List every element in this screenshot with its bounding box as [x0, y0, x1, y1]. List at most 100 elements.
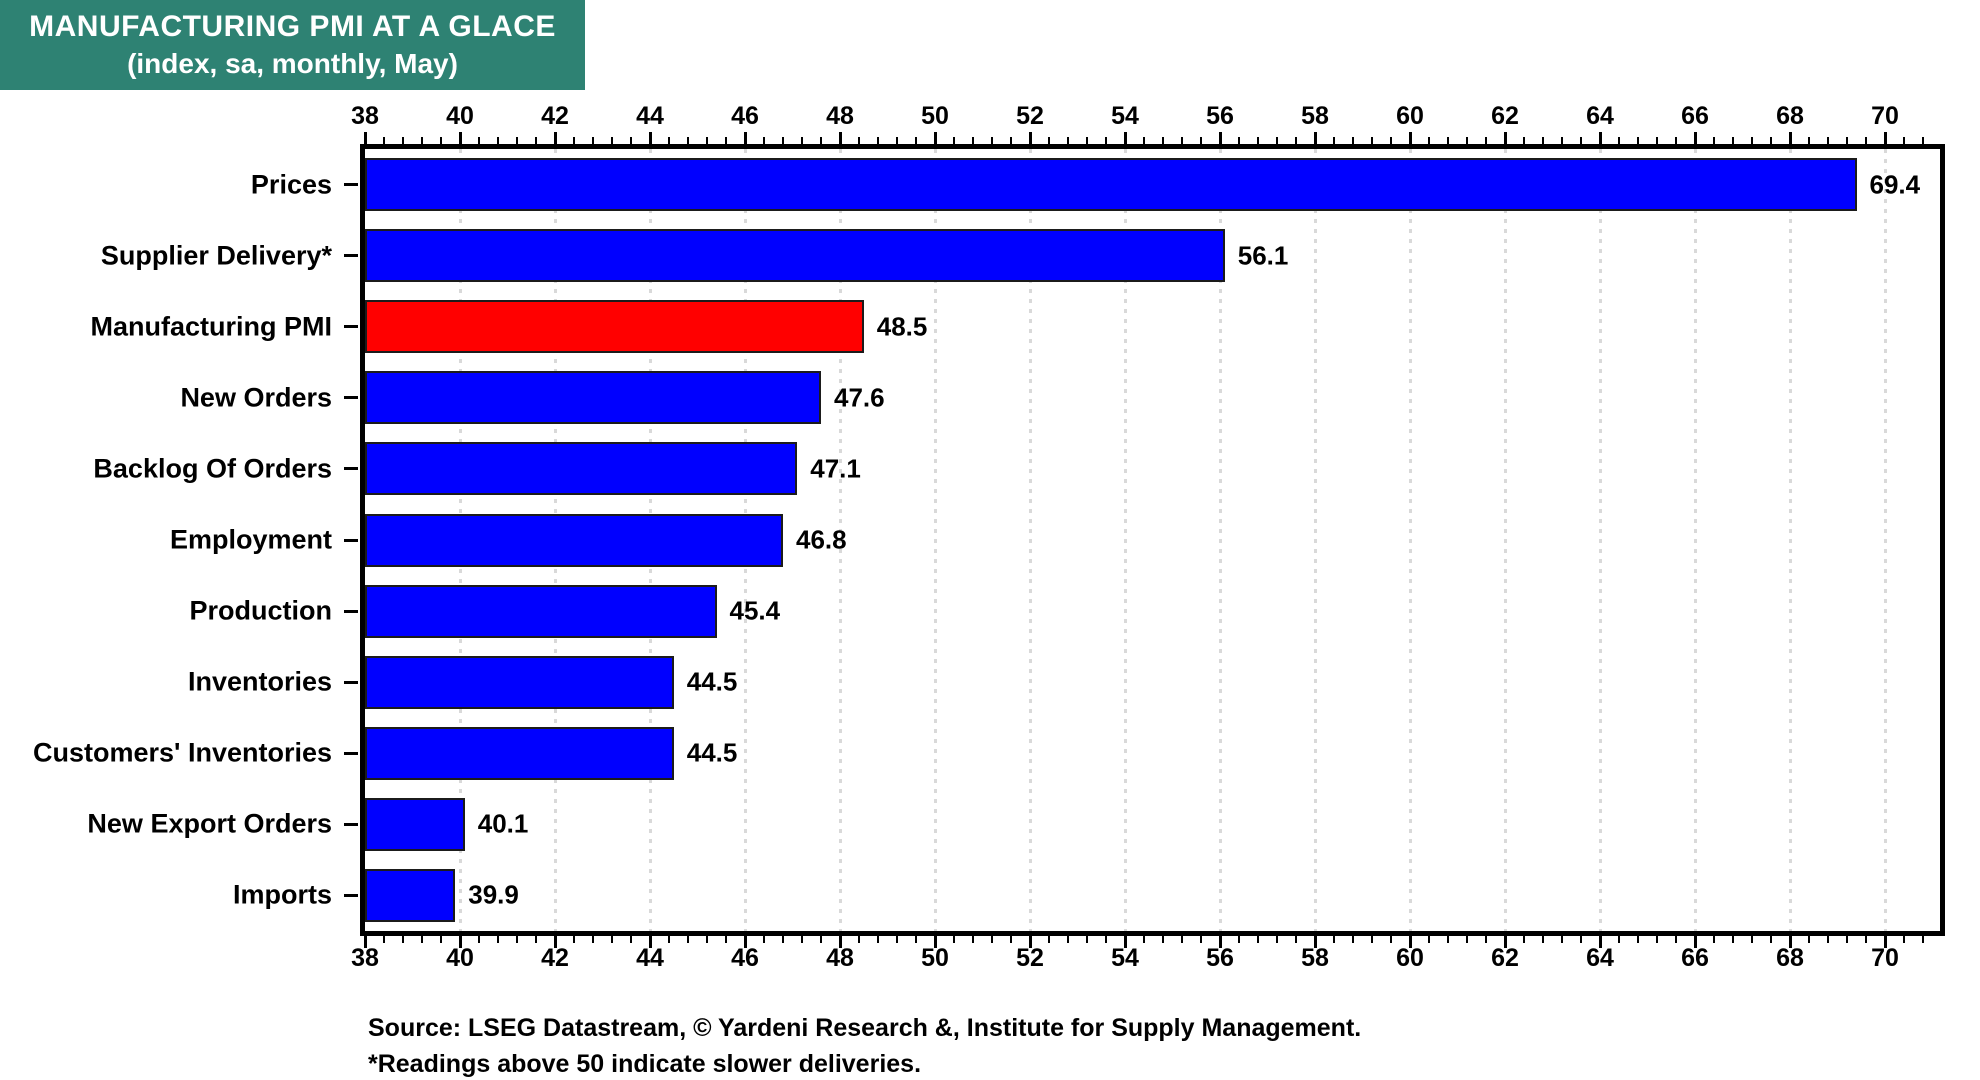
bar-value-label: 40.1	[477, 808, 529, 839]
x-tick-label-top: 46	[731, 102, 759, 130]
x-tick-minor-top	[1390, 137, 1392, 144]
x-tick-minor-bottom	[782, 936, 784, 943]
x-tick-minor-top	[687, 137, 689, 144]
x-tick-minor-top	[763, 137, 765, 144]
category-label: Customers' Inventories	[32, 737, 332, 768]
x-tick-minor-bottom	[1067, 936, 1069, 943]
x-tick-minor-bottom	[402, 936, 404, 943]
category-label: Employment	[169, 524, 332, 555]
x-tick-minor-top	[1618, 137, 1620, 144]
category-label: Manufacturing PMI	[90, 311, 333, 342]
x-tick-major-top	[1408, 132, 1412, 144]
x-tick-major-bottom	[553, 936, 557, 948]
x-tick-label-top: 70	[1871, 102, 1899, 130]
x-tick-label-top: 54	[1111, 102, 1139, 130]
x-tick-minor-bottom	[877, 936, 879, 943]
x-grid-line	[1788, 149, 1792, 931]
x-tick-minor-top	[1846, 137, 1848, 144]
x-tick-minor-bottom	[573, 936, 575, 943]
x-tick-minor-top	[801, 137, 803, 144]
x-tick-major-bottom	[458, 936, 462, 948]
x-tick-minor-bottom	[896, 936, 898, 943]
x-tick-label-bottom: 50	[921, 944, 949, 972]
x-tick-minor-bottom	[592, 936, 594, 943]
x-tick-label-bottom: 64	[1586, 944, 1614, 972]
x-tick-label-bottom: 62	[1491, 944, 1519, 972]
bar	[365, 300, 864, 354]
x-tick-minor-bottom	[801, 936, 803, 943]
x-tick-minor-bottom	[516, 936, 518, 943]
x-tick-label-top: 52	[1016, 102, 1044, 130]
x-tick-minor-top	[1371, 137, 1373, 144]
x-grid-line	[1408, 149, 1412, 931]
category-label: Production	[189, 595, 333, 626]
x-tick-major-top	[743, 132, 747, 144]
x-tick-major-bottom	[838, 936, 842, 948]
x-tick-major-top	[1693, 132, 1697, 144]
x-tick-minor-top	[1732, 137, 1734, 144]
category-label: Imports	[232, 879, 332, 910]
x-tick-minor-bottom	[1827, 936, 1829, 943]
bar	[365, 726, 674, 780]
x-tick-minor-top	[1048, 137, 1050, 144]
x-tick-minor-top	[706, 137, 708, 144]
x-grid-line	[1503, 149, 1507, 931]
x-tick-label-top: 50	[921, 102, 949, 130]
x-tick-minor-bottom	[1865, 936, 1867, 943]
x-tick-minor-top	[611, 137, 613, 144]
x-tick-minor-top	[725, 137, 727, 144]
x-tick-minor-top	[1865, 137, 1867, 144]
x-tick-major-top	[1313, 132, 1317, 144]
x-tick-minor-top	[516, 137, 518, 144]
x-tick-minor-top	[991, 137, 993, 144]
x-tick-minor-bottom	[1295, 936, 1297, 943]
category-label: Prices	[250, 169, 332, 200]
x-tick-label-bottom: 68	[1776, 944, 1804, 972]
x-tick-minor-top	[1447, 137, 1449, 144]
x-grid-line	[1313, 149, 1317, 931]
x-tick-label-top: 68	[1776, 102, 1804, 130]
bar-value-label: 45.4	[729, 595, 781, 626]
x-tick-minor-top	[858, 137, 860, 144]
x-tick-minor-top	[1067, 137, 1069, 144]
bar-value-label: 46.8	[796, 524, 847, 555]
x-tick-major-bottom	[1313, 936, 1317, 948]
x-tick-minor-top	[497, 137, 499, 144]
x-tick-minor-bottom	[972, 936, 974, 943]
y-tick	[344, 893, 358, 897]
x-tick-label-bottom: 40	[446, 944, 474, 972]
x-tick-major-bottom	[1883, 936, 1887, 948]
x-tick-major-bottom	[1218, 936, 1222, 948]
x-tick-minor-bottom	[1010, 936, 1012, 943]
y-tick	[344, 538, 358, 542]
bar-value-label: 39.9	[468, 879, 519, 910]
category-label: New Export Orders	[87, 808, 332, 839]
category-label: Backlog Of Orders	[93, 453, 332, 484]
x-tick-minor-top	[1428, 137, 1430, 144]
x-tick-minor-bottom	[1352, 936, 1354, 943]
x-tick-major-bottom	[1693, 936, 1697, 948]
x-tick-minor-top	[1656, 137, 1658, 144]
x-tick-minor-top	[1637, 137, 1639, 144]
x-tick-minor-top	[630, 137, 632, 144]
x-tick-label-top: 56	[1206, 102, 1234, 130]
x-tick-minor-bottom	[497, 936, 499, 943]
x-tick-minor-bottom	[611, 936, 613, 943]
x-tick-label-bottom: 42	[541, 944, 569, 972]
x-tick-label-top: 58	[1301, 102, 1329, 130]
bar	[365, 442, 798, 496]
y-tick	[344, 183, 358, 187]
x-tick-minor-bottom	[1656, 936, 1658, 943]
x-tick-minor-bottom	[1922, 936, 1924, 943]
y-tick	[344, 680, 358, 684]
x-tick-minor-bottom	[1542, 936, 1544, 943]
x-tick-minor-top	[1105, 137, 1107, 144]
x-tick-major-bottom	[1598, 936, 1602, 948]
x-tick-label-top: 64	[1586, 102, 1614, 130]
x-tick-label-bottom: 70	[1871, 944, 1899, 972]
x-tick-minor-bottom	[1105, 936, 1107, 943]
x-tick-minor-bottom	[1846, 936, 1848, 943]
x-tick-label-bottom: 44	[636, 944, 664, 972]
x-tick-minor-bottom	[1447, 936, 1449, 943]
